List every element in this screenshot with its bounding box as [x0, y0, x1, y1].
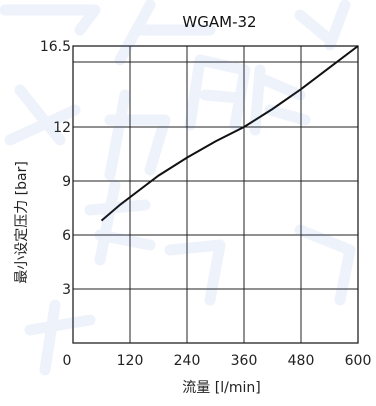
- plot-frame: [72, 45, 359, 344]
- y-tick-label: 16.5: [40, 39, 71, 55]
- y-tick-label: 3: [62, 282, 71, 298]
- x-axis-label: 流量 [l/min]: [182, 380, 260, 396]
- y-axis-ticks: 3 6 9 12 16.5: [40, 39, 71, 298]
- chart-title: WGAM-32: [182, 13, 256, 31]
- x-tick-label: 240: [174, 353, 201, 369]
- x-tick-label: 600: [345, 353, 372, 369]
- x-tick-label: 0: [63, 353, 72, 369]
- grid: [73, 46, 358, 343]
- y-tick-label: 6: [62, 228, 71, 244]
- y-tick-label: 9: [62, 174, 71, 190]
- y-axis-label: 最小设定压力 [bar]: [14, 161, 30, 284]
- x-tick-label: 360: [231, 353, 258, 369]
- x-axis-ticks: 0 120 240 360 480 600: [63, 353, 372, 369]
- y-tick-label: 12: [53, 120, 71, 136]
- series-line: [100, 45, 359, 222]
- x-tick-label: 480: [288, 353, 315, 369]
- x-tick-label: 120: [117, 353, 144, 369]
